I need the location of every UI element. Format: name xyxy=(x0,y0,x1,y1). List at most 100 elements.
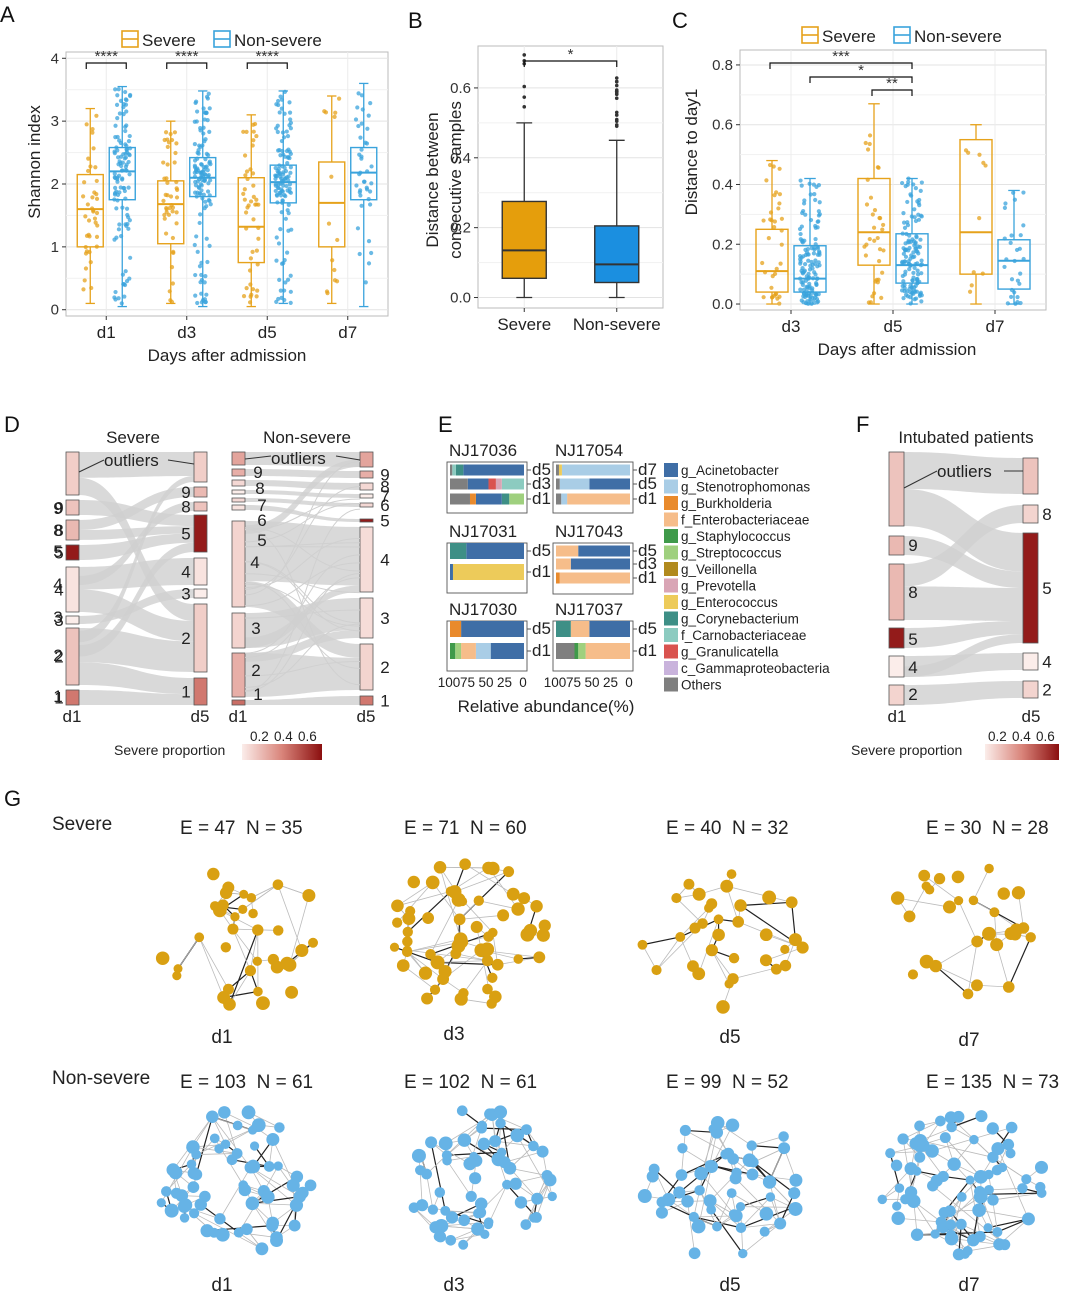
network-node xyxy=(422,912,435,924)
x-tick-label: d7 xyxy=(986,317,1005,336)
data-point xyxy=(967,289,973,294)
x-tick-label: d5 xyxy=(884,317,903,336)
data-point xyxy=(766,235,771,241)
data-point xyxy=(245,176,250,182)
data-point xyxy=(285,250,290,255)
data-point xyxy=(120,205,125,210)
data-point xyxy=(202,206,207,211)
x-tick-label: d7 xyxy=(338,323,357,342)
network-node xyxy=(407,875,420,889)
network-node xyxy=(513,954,524,964)
y-tick-label: 0.2 xyxy=(712,236,733,253)
data-point xyxy=(764,178,769,183)
network-edge xyxy=(407,938,461,953)
data-point xyxy=(282,297,287,303)
f-scale-tick-2: 0.4 xyxy=(1012,729,1031,744)
e-legend-swatch xyxy=(664,545,678,560)
e-x-tick-label: 0 xyxy=(625,675,633,690)
network-node xyxy=(547,1191,557,1202)
data-point xyxy=(1015,278,1021,283)
data-point xyxy=(353,117,359,122)
data-point xyxy=(1002,236,1007,241)
network-node xyxy=(904,1186,918,1199)
data-point xyxy=(901,220,907,225)
g-severe-d1-stats: E = 47 N = 35 xyxy=(180,818,303,839)
data-point xyxy=(768,217,773,222)
network-edge xyxy=(289,895,310,966)
network-edge xyxy=(740,1196,771,1229)
data-point xyxy=(161,198,166,203)
outlier-point xyxy=(614,119,619,123)
sankey-thin-flow xyxy=(244,660,361,677)
data-point xyxy=(276,182,281,187)
data-point xyxy=(174,210,179,215)
data-point xyxy=(287,100,292,105)
data-point xyxy=(286,178,291,183)
network-node xyxy=(726,1188,737,1199)
data-point xyxy=(280,130,286,135)
data-point xyxy=(165,162,170,167)
outlier-point xyxy=(614,96,619,100)
sankey-node-right xyxy=(193,603,208,673)
network-edge xyxy=(177,937,200,969)
d-right-day: d5 xyxy=(191,707,210,726)
network-edge xyxy=(407,949,488,962)
data-point xyxy=(771,164,776,169)
data-point xyxy=(800,280,806,285)
data-point xyxy=(192,242,197,248)
e-legend-swatch xyxy=(664,496,678,510)
data-point xyxy=(815,264,820,269)
network-node xyxy=(487,927,498,938)
data-point xyxy=(278,174,283,179)
data-point xyxy=(91,146,96,151)
data-point xyxy=(1018,271,1023,276)
network-node xyxy=(520,1219,532,1230)
sankey-node-label: 1 xyxy=(181,683,190,702)
data-point xyxy=(163,231,169,236)
network-node xyxy=(914,1151,926,1163)
data-point xyxy=(279,261,285,266)
network-node xyxy=(891,1211,906,1226)
y-tick-label: 1 xyxy=(51,239,59,256)
panel-e: NJ17036d5d3d1NJ17054d7d5d1NJ17031d5d1NJ1… xyxy=(438,441,830,716)
data-point xyxy=(912,215,917,220)
data-point xyxy=(288,300,293,305)
network-node xyxy=(156,1198,166,1208)
network-node xyxy=(759,954,772,967)
network-node xyxy=(965,1175,975,1185)
e-legend-label: g_Streptococcus xyxy=(681,546,782,561)
a-ylabel: Shannon index xyxy=(25,105,44,219)
data-point xyxy=(276,102,281,108)
data-point xyxy=(285,161,290,166)
panel-a: Severe Non-severe 0 1 2 3 4 d1 d3 d5 d7 **** **** *… xyxy=(25,30,389,365)
data-point xyxy=(165,180,170,186)
data-point xyxy=(192,141,197,147)
data-point xyxy=(805,285,810,290)
e-day-label: d5 xyxy=(638,474,657,493)
data-point xyxy=(116,87,121,92)
network-node xyxy=(230,912,240,922)
d-scale-label: Severe proportion xyxy=(114,742,225,758)
network-edge xyxy=(459,914,504,920)
d-scale-tick-1: 0.2 xyxy=(250,729,269,744)
data-point xyxy=(798,237,803,242)
e-day-label: d3 xyxy=(532,474,551,493)
data-point xyxy=(201,164,206,170)
network-node xyxy=(538,919,551,932)
outlier-callout xyxy=(903,470,938,489)
e-bar-segment xyxy=(469,493,476,505)
sankey-node-label: 9 xyxy=(380,466,389,485)
sankey-node-right xyxy=(193,677,208,706)
data-point xyxy=(248,167,253,172)
network-node xyxy=(1002,981,1015,993)
panel-b: 0.0 0.2 0.4 0.6 Severe Non-severe * Distance b… xyxy=(423,45,664,334)
data-point xyxy=(174,195,180,200)
data-point xyxy=(284,175,289,180)
network-node xyxy=(704,903,714,913)
network-edge xyxy=(228,929,259,1005)
e-legend-label: Others xyxy=(681,678,722,693)
data-point xyxy=(799,298,804,303)
network-node xyxy=(720,1149,731,1160)
data-point xyxy=(205,118,210,123)
data-point xyxy=(907,267,912,272)
